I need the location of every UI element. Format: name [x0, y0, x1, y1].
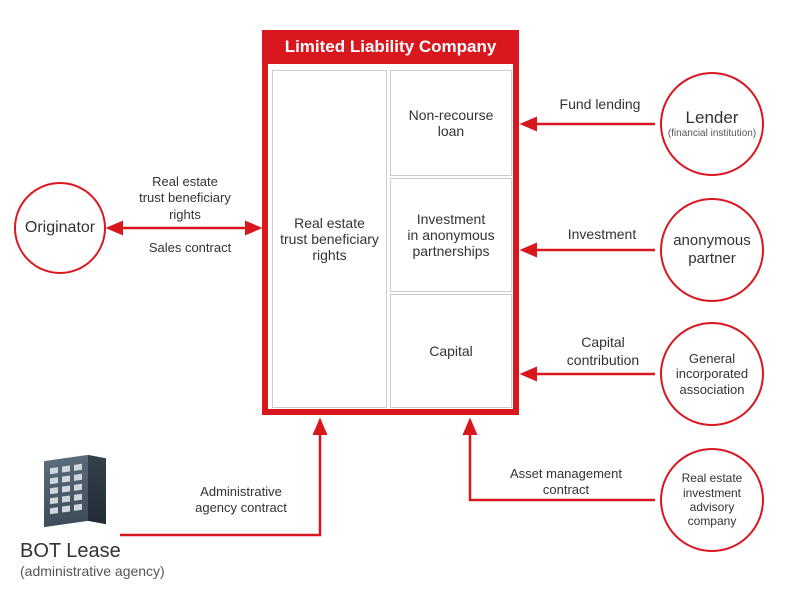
cell-bot-right: Capital	[390, 294, 512, 408]
label-capital-contribution: Capitalcontribution	[548, 334, 658, 369]
lender-label: Lender	[686, 108, 739, 128]
gia-label: Generalincorporatedassociation	[676, 351, 748, 398]
building-icon	[44, 455, 88, 527]
label-investment: Investment	[552, 226, 652, 244]
label-rights-top: Real estatetrust beneficiaryrights	[120, 174, 250, 223]
anon-partner-circle: anonymouspartner	[660, 198, 764, 302]
gia-circle: Generalincorporatedassociation	[660, 322, 764, 426]
diagram-container: Limited Liability Company Real estatetru…	[0, 0, 800, 599]
llc-title-text: Limited Liability Company	[285, 37, 497, 57]
bot-lease-sub: (administrative agency)	[20, 563, 165, 579]
lender-circle: Lender (financial institution)	[660, 72, 764, 176]
advisory-circle: Real estateinvestmentadvisorycompany	[660, 448, 764, 552]
lender-sub: (financial institution)	[668, 128, 756, 140]
bot-lease-text: BOT Lease (administrative agency)	[20, 540, 165, 579]
label-asset-contract: Asset managementcontract	[486, 466, 646, 499]
bot-lease-title: BOT Lease	[20, 540, 165, 563]
label-fund-lending: Fund lending	[545, 96, 655, 114]
originator-label: Originator	[25, 218, 95, 237]
cell-left: Real estatetrust beneficiaryrights	[272, 70, 387, 408]
label-admin-contract: Administrativeagency contract	[166, 484, 316, 517]
advisory-label: Real estateinvestmentadvisorycompany	[682, 471, 743, 529]
cell-top-right: Non-recourseloan	[390, 70, 512, 176]
originator-circle: Originator	[14, 182, 106, 274]
arrow-bot-admin	[120, 420, 320, 535]
cell-mid-right-label: Investmentin anonymouspartnerships	[407, 211, 494, 259]
cell-bot-right-label: Capital	[429, 343, 473, 359]
cell-top-right-label: Non-recourseloan	[409, 107, 494, 139]
llc-title-bar: Limited Liability Company	[262, 30, 519, 64]
cell-left-label: Real estatetrust beneficiaryrights	[280, 215, 379, 263]
cell-mid-right: Investmentin anonymouspartnerships	[390, 178, 512, 292]
label-sales-contract: Sales contract	[130, 240, 250, 256]
anon-partner-label: anonymouspartner	[673, 232, 751, 268]
